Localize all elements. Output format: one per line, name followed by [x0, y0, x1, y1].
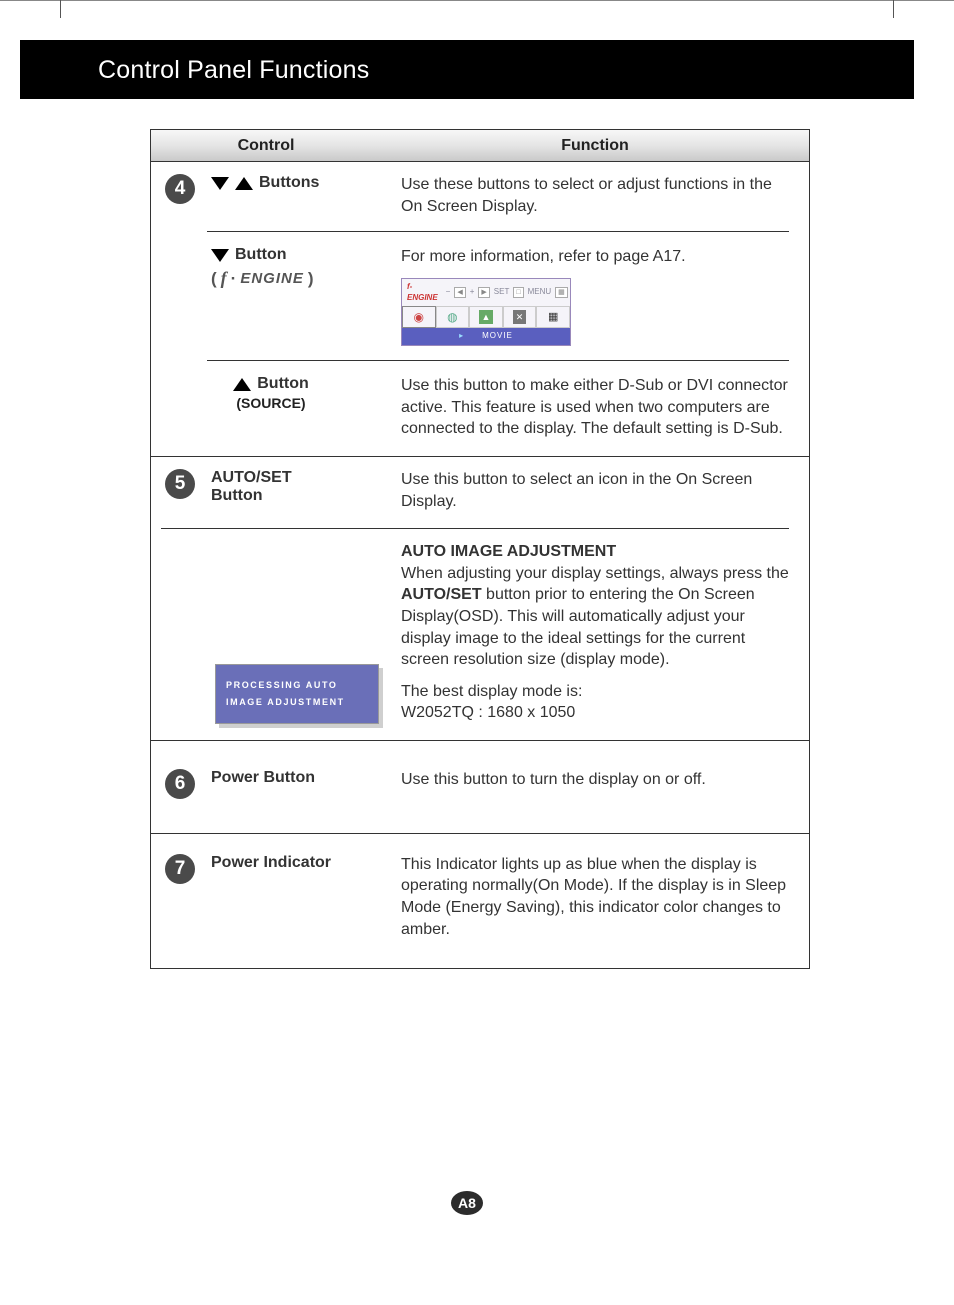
osd-icon-5: ▦ [536, 306, 570, 328]
auto-image-text: When adjusting your display settings, al… [401, 563, 789, 671]
triangle-up-icon [235, 177, 253, 190]
auto-image-heading: AUTO IMAGE ADJUSTMENT [401, 541, 789, 563]
buttons-label: Buttons [259, 174, 319, 192]
triangle-down-icon [211, 249, 229, 262]
page-title: Control Panel Functions [20, 40, 914, 99]
best-mode-line1: The best display mode is: [401, 681, 789, 703]
plus-label: + [470, 287, 475, 298]
proc-line1: PROCESSING AUTO [226, 677, 368, 694]
autoset-label-1: AUTO/SET [211, 469, 292, 487]
fengine-sub: ( f· ENGINE ) [211, 268, 314, 289]
osd-fe-label: f-ENGINE [407, 282, 438, 304]
fengine-text: ENGINE [240, 270, 304, 287]
badge-6: 6 [165, 769, 195, 799]
power-button-label: Power Button [211, 769, 315, 787]
badge-4: 4 [165, 174, 195, 204]
menu-label: MENU [528, 287, 552, 298]
auto-bold: AUTO/SET [401, 586, 482, 603]
th-control: Control [151, 137, 381, 155]
source-sub: (SOURCE) [236, 395, 305, 411]
osd-icon-3: ▲ [469, 306, 503, 328]
section-5: 5 AUTO/SET Button Use this button to sel… [151, 457, 809, 741]
osd-thumbnail: f-ENGINE −◀ +▶ SET□ MENU▦ ◉ ◍ ▲ ✕ [401, 278, 571, 346]
processing-auto-box: PROCESSING AUTO IMAGE ADJUSTMENT [215, 664, 379, 724]
page-number-wrap: A8 [20, 1191, 914, 1215]
crop-mark-vl [60, 0, 61, 18]
proc-line2: IMAGE ADJUSTMENT [226, 694, 368, 711]
osd-movie: MOVIE [482, 331, 513, 340]
row7-desc: This Indicator lights up as blue when th… [401, 854, 789, 940]
paren-open: ( [211, 269, 217, 289]
minus-label: − [446, 287, 451, 298]
down-button-label: Button [235, 246, 287, 264]
osd-icon-4: ✕ [503, 306, 537, 328]
best-mode-line2: W2052TQ : 1680 x 1050 [401, 702, 789, 724]
paren-close: ) [308, 269, 314, 289]
crop-mark-vr [893, 0, 894, 18]
crop-mark-h [0, 0, 954, 1]
osd-icon-2: ◍ [436, 306, 470, 328]
autoset-label-2: Button [211, 487, 263, 505]
triangle-down-icon [211, 177, 229, 190]
row4-buttons-desc: Use these buttons to select or adjust fu… [401, 174, 789, 217]
page-body: Control Panel Functions Control Function… [20, 40, 914, 1295]
section-7: 7 Power Indicator This Indicator lights … [151, 834, 809, 968]
table-header-row: Control Function [151, 130, 809, 162]
row5-desc: Use this button to select an icon in the… [401, 469, 789, 512]
set-label: SET [494, 287, 510, 298]
badge-7: 7 [165, 854, 195, 884]
auto-text-a: When adjusting your display settings, al… [401, 565, 789, 582]
row4-down-desc: For more information, refer to page A17. [401, 246, 789, 268]
badge-5: 5 [165, 469, 195, 499]
section-6: 6 Power Button Use this button to turn t… [151, 741, 809, 834]
section-4: 4 Buttons Use these buttons to select or… [151, 162, 809, 457]
page-number: A8 [451, 1191, 483, 1215]
row4-up-desc: Use this button to make either D-Sub or … [401, 375, 789, 440]
osd-icon-1: ◉ [402, 306, 436, 328]
power-indicator-label: Power Indicator [211, 854, 331, 872]
divider [207, 360, 789, 361]
functions-table: Control Function 4 Buttons Use these but… [150, 129, 810, 969]
up-button-label: Button [257, 375, 309, 393]
divider [207, 231, 789, 232]
th-function: Function [381, 137, 809, 155]
row6-desc: Use this button to turn the display on o… [401, 769, 789, 799]
triangle-up-icon [233, 378, 251, 391]
